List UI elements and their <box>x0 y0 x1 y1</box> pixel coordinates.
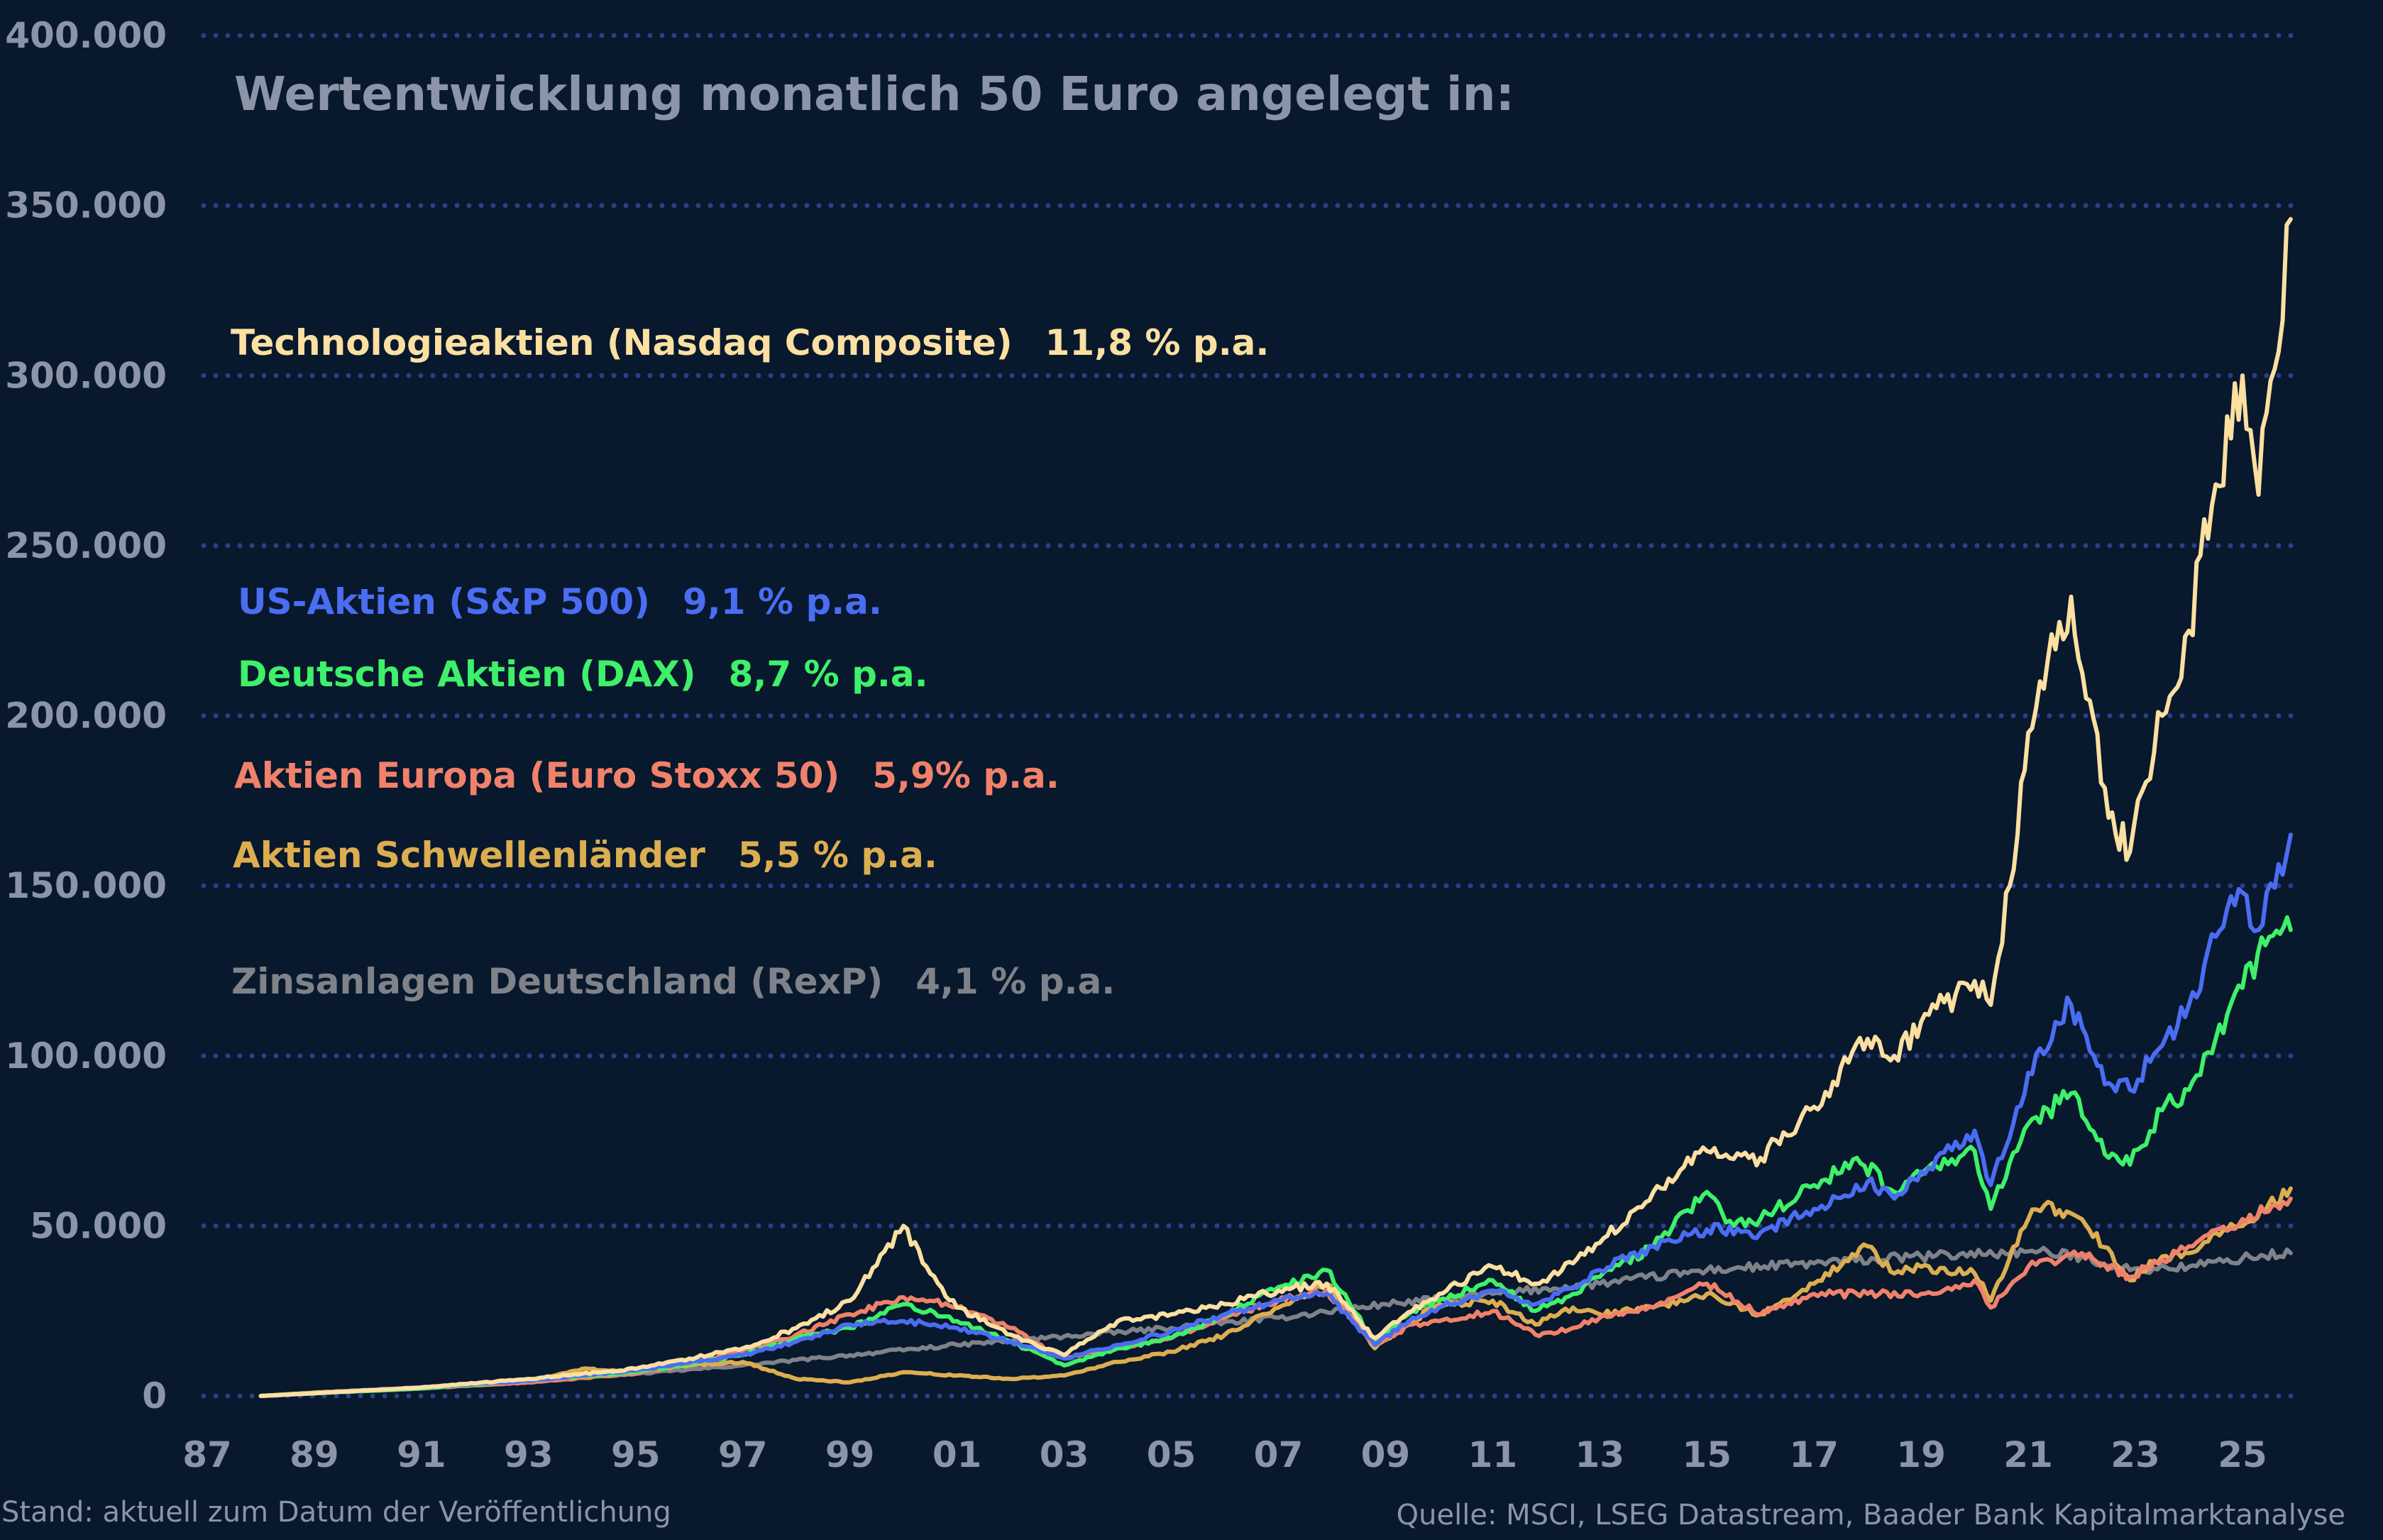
x-tick-label: 91 <box>397 1434 446 1475</box>
legend-entry-0: Technologieaktien (Nasdaq Composite) 11,8… <box>231 322 1269 363</box>
y-tick-label: 150.000 <box>5 865 167 906</box>
legend-series-name: Zinsanlagen Deutschland (RexP) <box>231 961 883 1002</box>
y-tick-label: 350.000 <box>5 185 167 226</box>
footer-source: Quelle: MSCI, LSEG Datastream, Baader Ba… <box>1397 1499 2345 1531</box>
legend-series-name: Aktien Europa (Euro Stoxx 50) <box>234 755 840 796</box>
legend-series-name: Deutsche Aktien (DAX) <box>238 654 696 695</box>
legend-series-rate: 5,9% p.a. <box>872 755 1060 796</box>
y-tick-label: 300.000 <box>5 355 167 396</box>
legend-entry-5: Zinsanlagen Deutschland (RexP) 4,1 % p.a. <box>231 961 1115 1002</box>
y-tick-label: 0 <box>142 1375 167 1417</box>
x-tick-label: 99 <box>825 1434 875 1475</box>
series-lines <box>258 216 2293 1398</box>
x-tick-label: 93 <box>504 1434 554 1475</box>
series-line-5 <box>258 216 2293 1398</box>
x-tick-label: 25 <box>2218 1434 2267 1475</box>
y-tick-label: 400.000 <box>5 15 167 56</box>
x-tick-label: 11 <box>1468 1434 1518 1475</box>
x-axis-ticks: 87 89 91 93 95 97 99 01 03 05 07 09 11 13 15 17 19 21 23 25 <box>182 1434 2267 1475</box>
x-tick-label: 97 <box>718 1434 768 1475</box>
x-tick-label: 19 <box>1896 1434 1946 1475</box>
x-tick-label: 05 <box>1147 1434 1196 1475</box>
legend-entry-3: Aktien Europa (Euro Stoxx 50) 5,9% p.a. <box>234 755 1060 796</box>
chart-title: Wertentwicklung monatlich 50 Euro angele… <box>234 67 1514 121</box>
legend-entry-1: US-Aktien (S&P 500) 9,1 % p.a. <box>238 581 882 622</box>
footer-stand: Stand: aktuell zum Datum der Veröffentli… <box>1 1496 671 1529</box>
y-tick-label: 250.000 <box>5 525 167 566</box>
y-tick-label: 200.000 <box>5 695 167 737</box>
legend-series-rate: 11,8 % p.a. <box>1045 322 1270 363</box>
gridlines <box>201 33 2295 1399</box>
x-tick-label: 21 <box>2003 1434 2053 1475</box>
x-tick-label: 17 <box>1789 1434 1839 1475</box>
x-tick-label: 01 <box>932 1434 982 1475</box>
legend-series-name: Technologieaktien (Nasdaq Composite) <box>231 322 1013 363</box>
x-tick-label: 15 <box>1682 1434 1732 1475</box>
legend-series-rate: 8,7 % p.a. <box>729 654 928 695</box>
legend-entry-4: Aktien Schwellenländer 5,5 % p.a. <box>233 835 937 876</box>
x-tick-label: 87 <box>182 1434 232 1475</box>
y-axis-ticks: 0 50.000 100.000 150.000 200.000 250.000 300.0… <box>5 15 167 1417</box>
x-tick-label: 07 <box>1254 1434 1304 1475</box>
x-tick-label: 09 <box>1361 1434 1411 1475</box>
legend-entry-2: Deutsche Aktien (DAX) 8,7 % p.a. <box>238 654 928 695</box>
y-tick-label: 50.000 <box>30 1205 167 1246</box>
legend-series-rate: 4,1 % p.a. <box>915 961 1115 1002</box>
legend-series-rate: 9,1 % p.a. <box>683 581 882 622</box>
legend: Technologieaktien (Nasdaq Composite) 11,8… <box>231 322 1269 1002</box>
legend-series-rate: 5,5 % p.a. <box>738 835 937 876</box>
x-tick-label: 95 <box>611 1434 661 1475</box>
y-tick-label: 100.000 <box>5 1035 167 1077</box>
legend-series-name: Aktien Schwellenländer <box>233 835 705 876</box>
x-tick-label: 23 <box>2110 1434 2160 1475</box>
x-tick-label: 03 <box>1040 1434 1089 1475</box>
x-tick-label: 13 <box>1575 1434 1625 1475</box>
legend-series-name: US-Aktien (S&P 500) <box>238 581 650 622</box>
x-tick-label: 89 <box>290 1434 339 1475</box>
